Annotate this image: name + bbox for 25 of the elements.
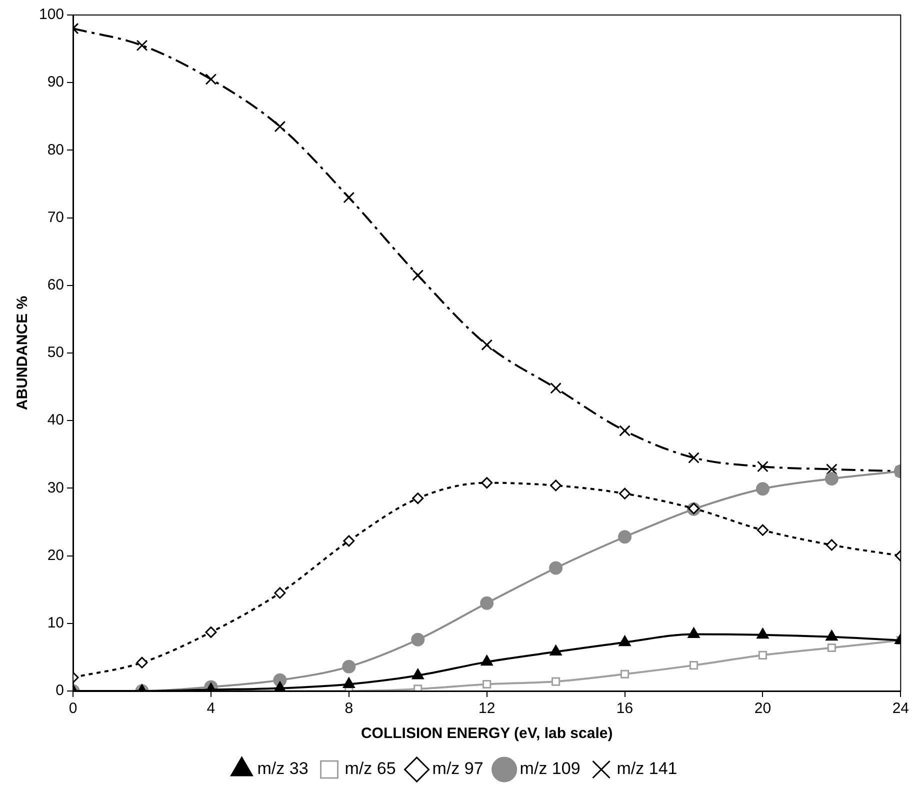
legend-label: m/z 33 <box>257 759 308 778</box>
x-tick-label: 24 <box>892 700 909 718</box>
y-axis-title: ABUNDANCE % <box>14 296 32 410</box>
y-tick-label: 50 <box>47 344 64 362</box>
x-tick-label: 4 <box>206 700 216 718</box>
x-tick-label: 16 <box>616 700 634 718</box>
x-tick-label: 12 <box>478 700 496 718</box>
legend-label: m/z 97 <box>432 759 484 778</box>
x-axis-title: COLLISION ENERGY (eV, lab scale) <box>360 725 613 742</box>
y-tick-label: 90 <box>47 74 64 91</box>
y-tick-label: 100 <box>38 6 64 24</box>
y-tick-label: 30 <box>47 479 64 496</box>
y-tick-label: 80 <box>47 141 64 158</box>
x-tick-label: 20 <box>754 700 772 718</box>
y-tick-label: 40 <box>47 412 64 429</box>
legend-label: m/z 109 <box>520 759 580 778</box>
y-tick-label: 60 <box>47 276 64 294</box>
y-tick-label: 20 <box>47 546 64 564</box>
legend-label: m/z 141 <box>616 759 678 778</box>
x-tick-label: 8 <box>344 700 354 718</box>
legend-label: m/z 65 <box>344 759 396 778</box>
x-tick-label: 0 <box>68 700 78 718</box>
y-tick-label: 70 <box>47 208 64 226</box>
y-tick-label: 0 <box>56 682 64 700</box>
y-tick-label: 10 <box>47 614 64 632</box>
